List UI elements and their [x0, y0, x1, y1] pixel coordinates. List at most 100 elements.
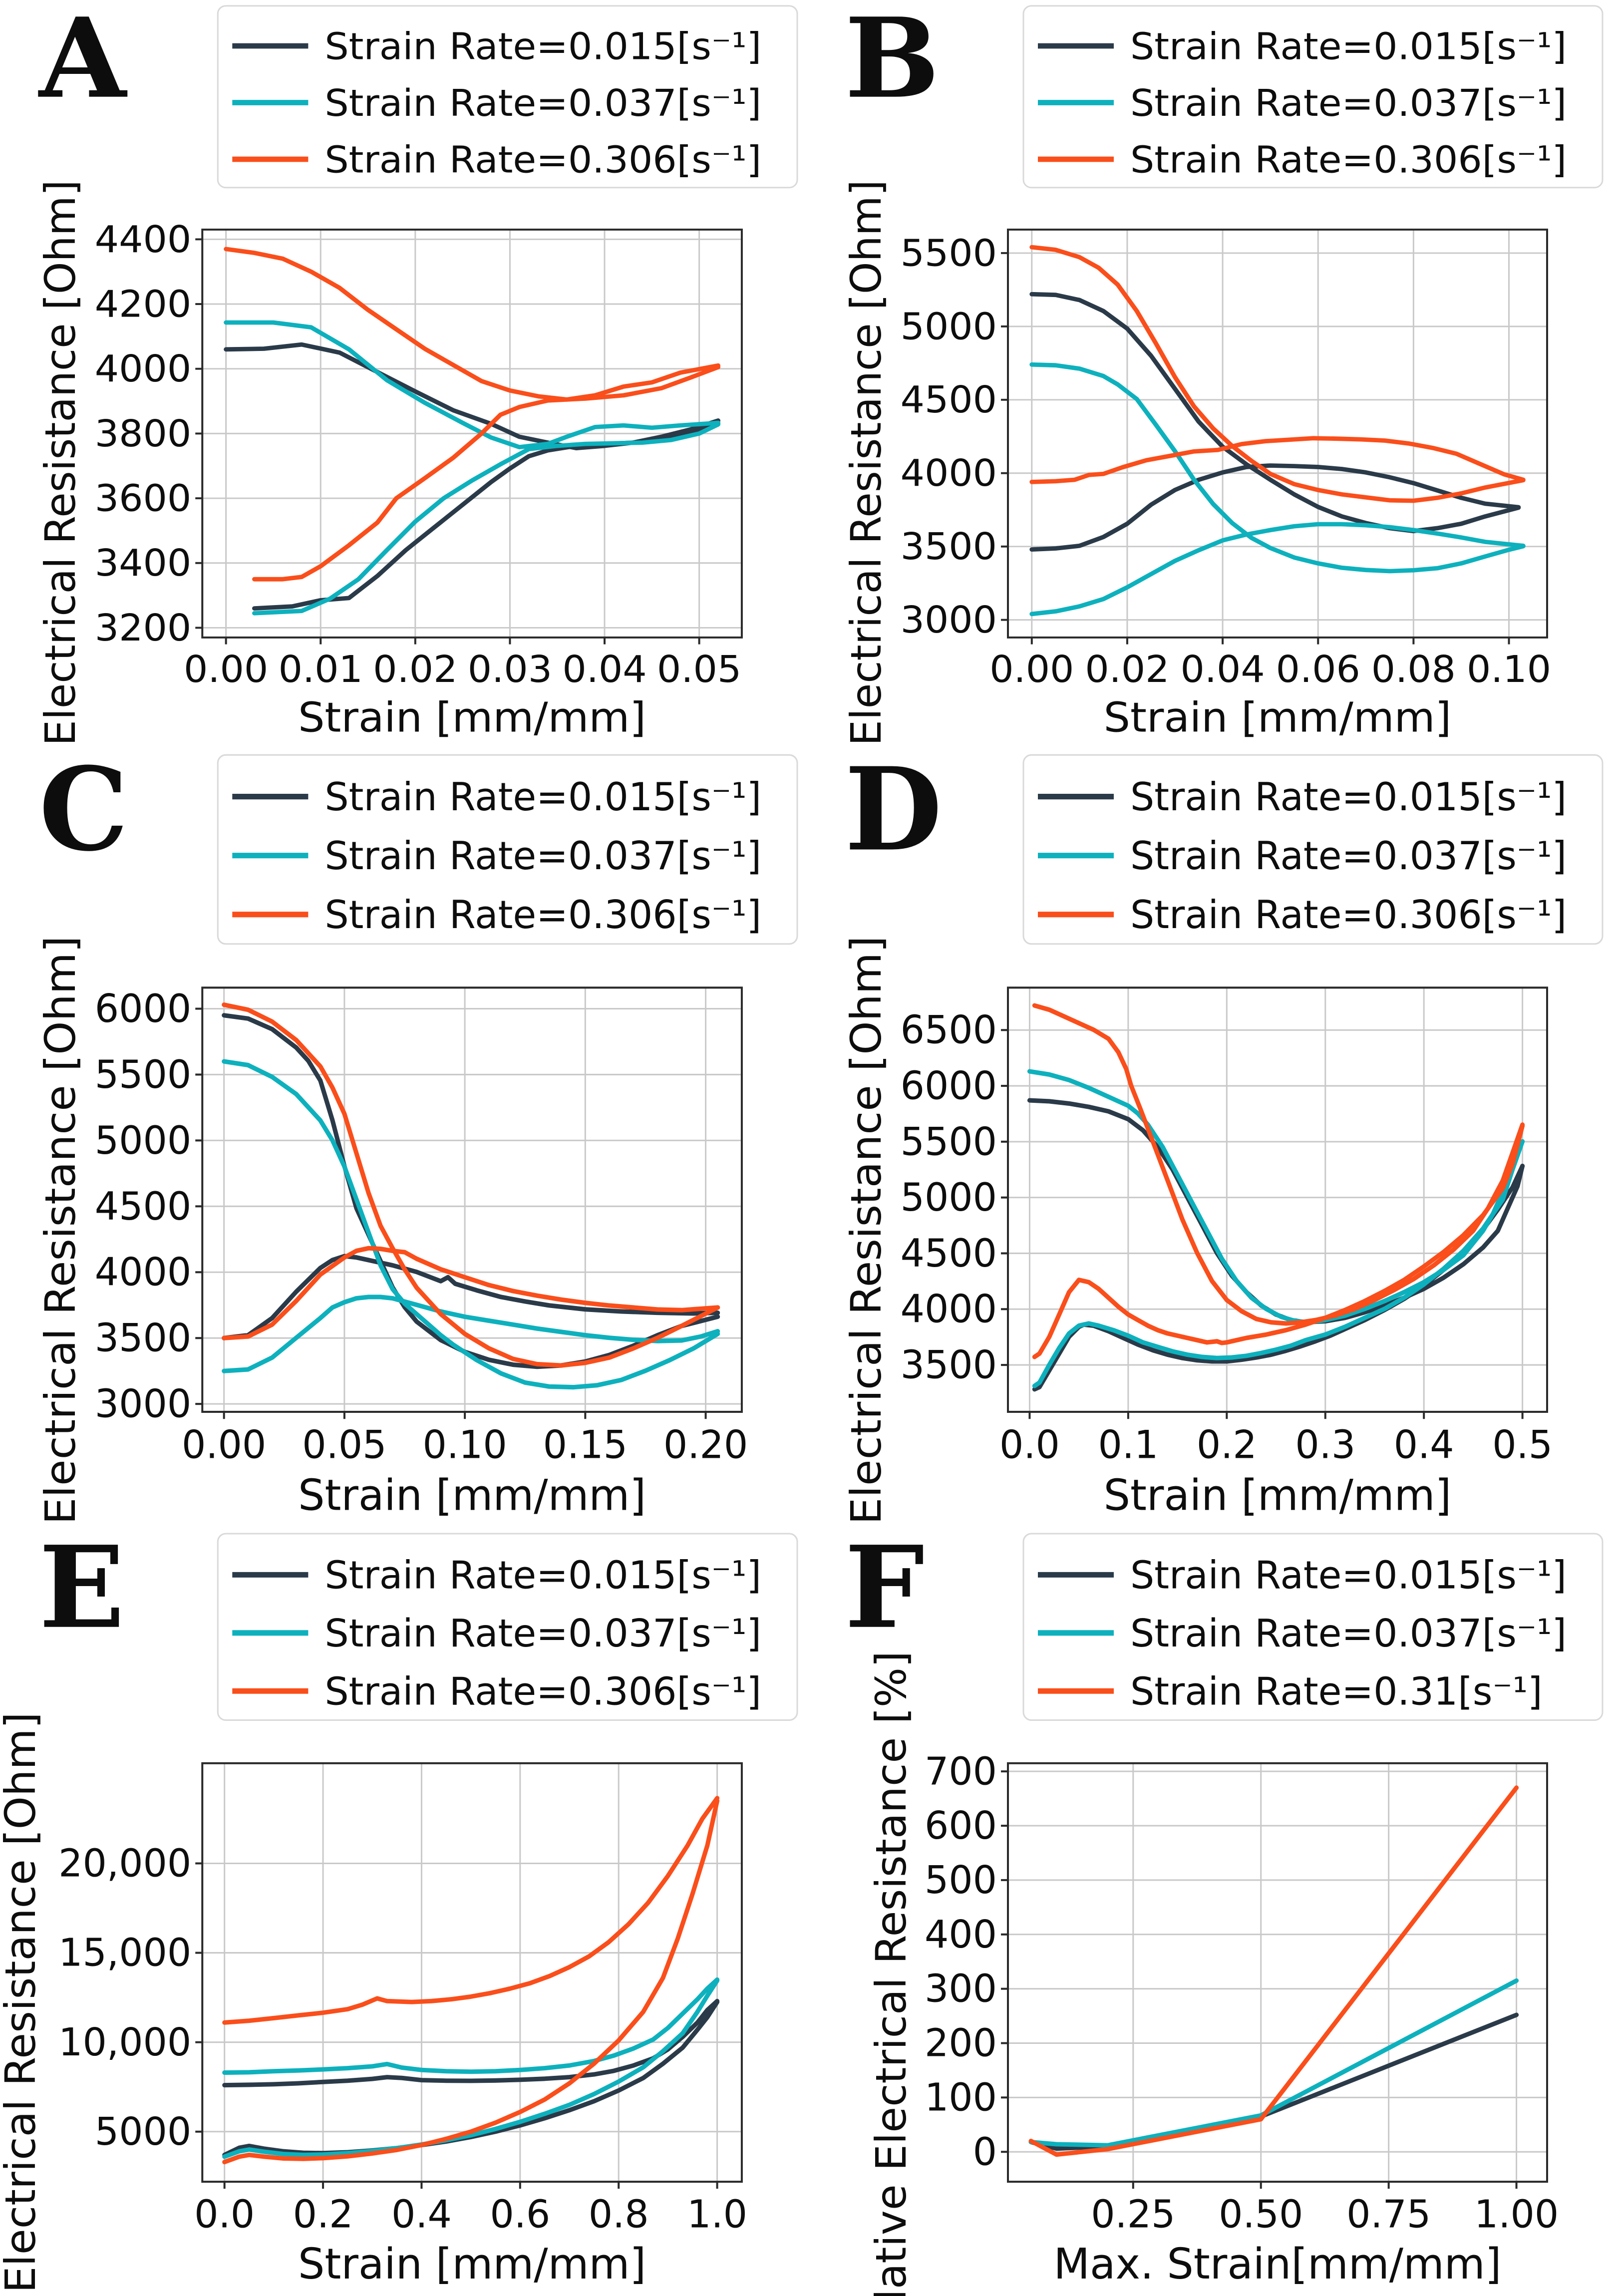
x-tick-label: 0.06: [1276, 648, 1360, 691]
x-tick-label: 0.00: [182, 1423, 266, 1468]
legend-box: [1022, 5, 1604, 189]
x-tick-label: 0.1: [1098, 1423, 1158, 1468]
y-tick-label: 5000: [901, 1176, 997, 1221]
y-tick-label: 200: [925, 2020, 997, 2065]
legend-box: [217, 5, 798, 189]
series-C-rate-0.306-load: [222, 1246, 720, 1340]
y-tick-label: 6000: [901, 1064, 997, 1109]
series-E-rate-0.037-unload: [222, 1977, 720, 2075]
legend-label: Strain Rate=0.037[s⁻¹]: [1130, 81, 1567, 125]
x-axis-label: Max. Strain[mm/mm]: [1054, 2240, 1502, 2289]
x-tick-labels: 0.0 0.2 0.4 0.6 0.8 1.0: [194, 2192, 747, 2236]
panel-A: 0.00 0.01 0.02 0.03 0.04 0.05 3200 3400 3600 3800…: [0, 0, 806, 749]
panel-E: 0.0 0.2 0.4 0.6 0.8 1.0 5000 10,000 15,000 20,000…: [0, 1528, 806, 2296]
y-tick-labels: 5000 10,000 15,000 20,000: [58, 1841, 191, 2153]
y-tick-label: 5500: [901, 1120, 997, 1165]
panel-B: 0.00 0.02 0.04 0.06 0.08 0.10 3000 3500 4000 4500…: [806, 0, 1611, 749]
x-tick-labels: 0.00 0.05 0.10 0.15 0.20: [182, 1423, 748, 1468]
grid: [202, 1763, 742, 2182]
x-tick-label: 0.4: [1394, 1423, 1454, 1468]
legend: Strain Rate=0.015[s⁻¹] Strain Rate=0.037[…: [217, 1533, 798, 1721]
legend-label: Strain Rate=0.306[s⁻¹]: [324, 138, 761, 181]
legend-label: Strain Rate=0.037[s⁻¹]: [324, 81, 761, 125]
y-tick-labels: 3200 3400 3600 3800 4000 4200 4400: [95, 218, 192, 650]
panel-F: 0.25 0.50 0.75 1.00 0 100 200 300 400 500 600 700 Ma…: [806, 1528, 1611, 2296]
y-tick-label: 5000: [95, 1118, 192, 1163]
y-tick-label: 400: [925, 1912, 997, 1957]
y-tick-label: 10,000: [58, 2020, 191, 2064]
y-tick-labels: 3000 3500 4000 4500 5000 5500: [901, 231, 997, 642]
series-E-rate-0.306-unload: [222, 1796, 720, 2025]
legend-label: Strain Rate=0.015[s⁻¹]: [1130, 775, 1567, 820]
y-tick-label: 4500: [95, 1184, 192, 1229]
x-tick-label: 0.2: [1197, 1423, 1257, 1468]
panel-letter-E: E: [39, 1528, 125, 1654]
plot-border: [201, 1762, 743, 2183]
x-tick-label: 0.0: [194, 2192, 255, 2236]
series-D-rate-0.306-load: [1032, 1123, 1525, 1359]
legend-label: Strain Rate=0.037[s⁻¹]: [324, 834, 761, 879]
legend: Strain Rate=0.015[s⁻¹] Strain Rate=0.037[…: [217, 5, 798, 189]
series-B-rate-0.306-load: [1029, 436, 1526, 484]
series-B-rate-0.037-unload: [1029, 362, 1526, 574]
y-tick-label: 4400: [95, 218, 192, 261]
y-tick-label: 100: [925, 2075, 997, 2119]
y-tick-label: 700: [925, 1749, 997, 1793]
series-C-rate-0.015-unload: [222, 1013, 720, 1369]
legend-label: Strain Rate=0.015[s⁻¹]: [1130, 24, 1567, 68]
series-C-rate-0.306-unload: [222, 1002, 720, 1368]
y-tick-label: 5000: [901, 305, 997, 348]
y-tick-label: 3800: [95, 412, 192, 455]
legend-label: Strain Rate=0.015[s⁻¹]: [324, 24, 761, 68]
y-tick-label: 500: [925, 1858, 997, 1902]
y-tick-label: 3500: [95, 1316, 192, 1361]
series-D-rate-0.306-unload: [1032, 1003, 1525, 1326]
tick-marks: [195, 238, 700, 645]
x-tick-label: 0.01: [279, 648, 363, 691]
series-B-rate-0.015-unload: [1029, 292, 1521, 534]
tick-marks: [195, 1862, 718, 2189]
x-tick-label: 0.0: [999, 1423, 1060, 1468]
y-axis-label: Electrical Resistance [Ohm]: [842, 936, 891, 1525]
legend-label: Strain Rate=0.31[s⁻¹]: [1130, 1669, 1543, 1713]
tick-marks: [1001, 252, 1510, 645]
chart-D: 0.0 0.1 0.2 0.3 0.4 0.5 3500 4000 4500 5000 5500 60…: [806, 749, 1611, 1528]
panel-D: 0.0 0.1 0.2 0.3 0.4 0.5 3500 4000 4500 5000 5500 60…: [806, 749, 1611, 1528]
legend-box: [1022, 1533, 1604, 1721]
x-axis-label: Strain [mm/mm]: [1104, 694, 1452, 742]
legend-box: [217, 1533, 798, 1721]
x-axis-label: Strain [mm/mm]: [298, 694, 646, 742]
y-tick-label: 4500: [901, 378, 997, 421]
y-tick-label: 4000: [95, 347, 192, 390]
legend: Strain Rate=0.015[s⁻¹] Strain Rate=0.037[…: [1022, 5, 1604, 189]
x-tick-label: 0.2: [293, 2192, 353, 2236]
y-tick-label: 3500: [901, 1343, 997, 1388]
legend-label: Strain Rate=0.037[s⁻¹]: [1130, 1611, 1567, 1655]
x-tick-label: 0.02: [373, 648, 457, 691]
series-A-rate-0.037-unload: [224, 320, 720, 449]
grid: [202, 229, 742, 638]
x-tick-label: 0.6: [490, 2192, 550, 2236]
x-tick-label: 0.08: [1371, 648, 1456, 691]
panel-letter-B: B: [845, 0, 940, 123]
x-tick-labels: 0.00 0.01 0.02 0.03 0.04 0.05: [184, 648, 741, 691]
x-tick-label: 0.15: [543, 1423, 628, 1468]
y-tick-label: 4000: [95, 1250, 192, 1295]
legend: Strain Rate=0.015[s⁻¹] Strain Rate=0.037[…: [1022, 1533, 1604, 1721]
plot-border: [201, 986, 743, 1413]
panel-letter-D: D: [845, 749, 942, 877]
legend-label: Strain Rate=0.306[s⁻¹]: [324, 1669, 761, 1713]
chart-E: 0.0 0.2 0.4 0.6 0.8 1.0 5000 10,000 15,000 20,000…: [0, 1528, 806, 2296]
legend: Strain Rate=0.015[s⁻¹] Strain Rate=0.037[…: [217, 754, 798, 945]
panel-C: 0.00 0.05 0.10 0.15 0.20 3000 3500 4000 4500 5000…: [0, 749, 806, 1528]
y-axis-label: Relative Electrical Resistance [%]: [867, 1651, 916, 2296]
series-B-rate-0.015-load: [1029, 463, 1521, 552]
panel-letter-C: C: [39, 749, 128, 877]
x-tick-labels: 0.0 0.1 0.2 0.3 0.4 0.5: [999, 1423, 1553, 1468]
x-tick-label: 0.04: [562, 648, 646, 691]
y-tick-label: 15,000: [58, 1931, 191, 1975]
legend-label: Strain Rate=0.015[s⁻¹]: [324, 775, 761, 820]
x-tick-label: 0.00: [989, 648, 1074, 691]
x-tick-label: 0.02: [1085, 648, 1169, 691]
y-axis-label: Electrical Resistance [Ohm]: [36, 180, 85, 746]
